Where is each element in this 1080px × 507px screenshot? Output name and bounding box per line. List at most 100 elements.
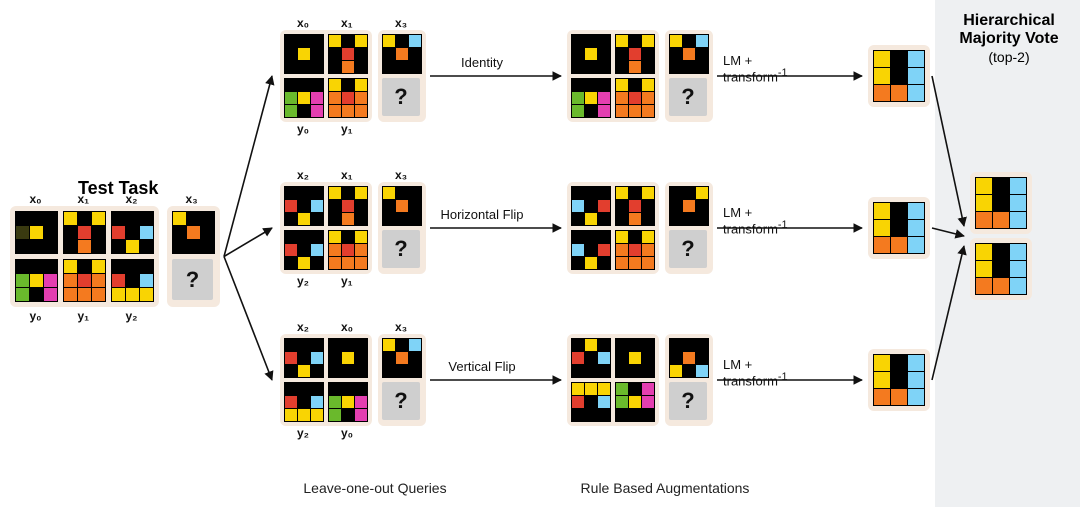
grid: [615, 230, 655, 270]
grid: [382, 338, 422, 378]
grid-cell: [409, 35, 421, 47]
grid-cell: [598, 187, 610, 199]
grid: [284, 338, 324, 378]
question-box: ?: [669, 230, 707, 268]
grid-cell: [44, 274, 57, 287]
grid-cell: [173, 212, 186, 225]
grid-cell: [976, 212, 992, 228]
grid: [571, 78, 611, 118]
text-label: x₂: [297, 320, 309, 334]
grid: [382, 186, 422, 226]
grid-cell: [329, 231, 341, 243]
grid-cell: [642, 48, 654, 60]
grid-cell: [44, 226, 57, 239]
test-task-title: Test Task: [78, 178, 158, 199]
grid-cell: [598, 257, 610, 269]
grid-cell: [585, 35, 597, 47]
grid-cell: [342, 352, 354, 364]
grid-cell: [683, 200, 695, 212]
grid-cell: [298, 244, 310, 256]
grid-cell: [342, 396, 354, 408]
grid: [328, 34, 368, 74]
grid-cell: [298, 92, 310, 104]
grid-cell: [598, 352, 610, 364]
grid-cell: [585, 383, 597, 395]
grid-cell: [298, 352, 310, 364]
grid-cell: [409, 365, 421, 377]
grid-cell: [64, 260, 77, 273]
grid-cell: [355, 396, 367, 408]
grid-cell: [329, 200, 341, 212]
grid-cell: [1010, 195, 1026, 211]
grid-cell: [616, 396, 628, 408]
grid-cell: [696, 339, 708, 351]
grid-cell: [976, 261, 992, 277]
grid-cell: [642, 396, 654, 408]
text-label: x₀: [297, 16, 309, 30]
grid-cell: [409, 187, 421, 199]
grid-cell: [355, 92, 367, 104]
grid-cell: [572, 213, 584, 225]
grid-cell: [598, 339, 610, 351]
grid-cell: [585, 187, 597, 199]
grid: [284, 230, 324, 270]
grid-cell: [696, 200, 708, 212]
grid-cell: [311, 35, 323, 47]
grid-cell: [30, 212, 43, 225]
grid: [975, 243, 1027, 295]
grid-cell: [342, 48, 354, 60]
question-box: ?: [669, 78, 707, 116]
grid-cell: [311, 352, 323, 364]
grid-cell: [355, 48, 367, 60]
grid-cell: [585, 352, 597, 364]
grid: [615, 186, 655, 226]
grid: [571, 34, 611, 74]
grid-cell: [616, 61, 628, 73]
grid-cell: [616, 365, 628, 377]
grid-cell: [329, 365, 341, 377]
grid-cell: [112, 226, 125, 239]
grid-cell: [383, 35, 395, 47]
arrow-label: Identity: [438, 56, 526, 70]
grid-cell: [683, 61, 695, 73]
arrow-label: LM +transform-1: [723, 206, 813, 237]
grid-cell: [629, 339, 641, 351]
grid-cell: [285, 231, 297, 243]
grid-cell: [342, 339, 354, 351]
grid-cell: [342, 187, 354, 199]
grid-cell: [112, 212, 125, 225]
grid-cell: [342, 213, 354, 225]
grid-cell: [1010, 278, 1026, 294]
grid-cell: [616, 105, 628, 117]
grid-cell: [342, 105, 354, 117]
grid-cell: [355, 409, 367, 421]
grid-cell: [616, 409, 628, 421]
grid-cell: [342, 409, 354, 421]
grid-cell: [329, 213, 341, 225]
grid-cell: [30, 226, 43, 239]
grid-cell: [355, 200, 367, 212]
text-label: y₁: [341, 122, 353, 136]
grid-cell: [112, 240, 125, 253]
grid-cell: [409, 61, 421, 73]
grid-cell: [112, 274, 125, 287]
grid-cell: [598, 92, 610, 104]
grid-cell: [616, 257, 628, 269]
grid-cell: [329, 35, 341, 47]
text-label: y₁: [78, 309, 90, 323]
grid-cell: [1010, 244, 1026, 260]
grid-cell: [311, 105, 323, 117]
caption-rule-based: Rule Based Augmentations: [565, 480, 765, 496]
grid-cell: [173, 240, 186, 253]
grid-cell: [92, 212, 105, 225]
grid-cell: [298, 187, 310, 199]
grid-cell: [629, 409, 641, 421]
grid-cell: [993, 178, 1009, 194]
grid-cell: [891, 51, 907, 67]
arrow-label: Vertical Flip: [438, 360, 526, 374]
grid-cell: [16, 212, 29, 225]
grid-cell: [126, 226, 139, 239]
text-label: x₃: [186, 192, 198, 206]
grid-cell: [616, 352, 628, 364]
grid-cell: [311, 92, 323, 104]
